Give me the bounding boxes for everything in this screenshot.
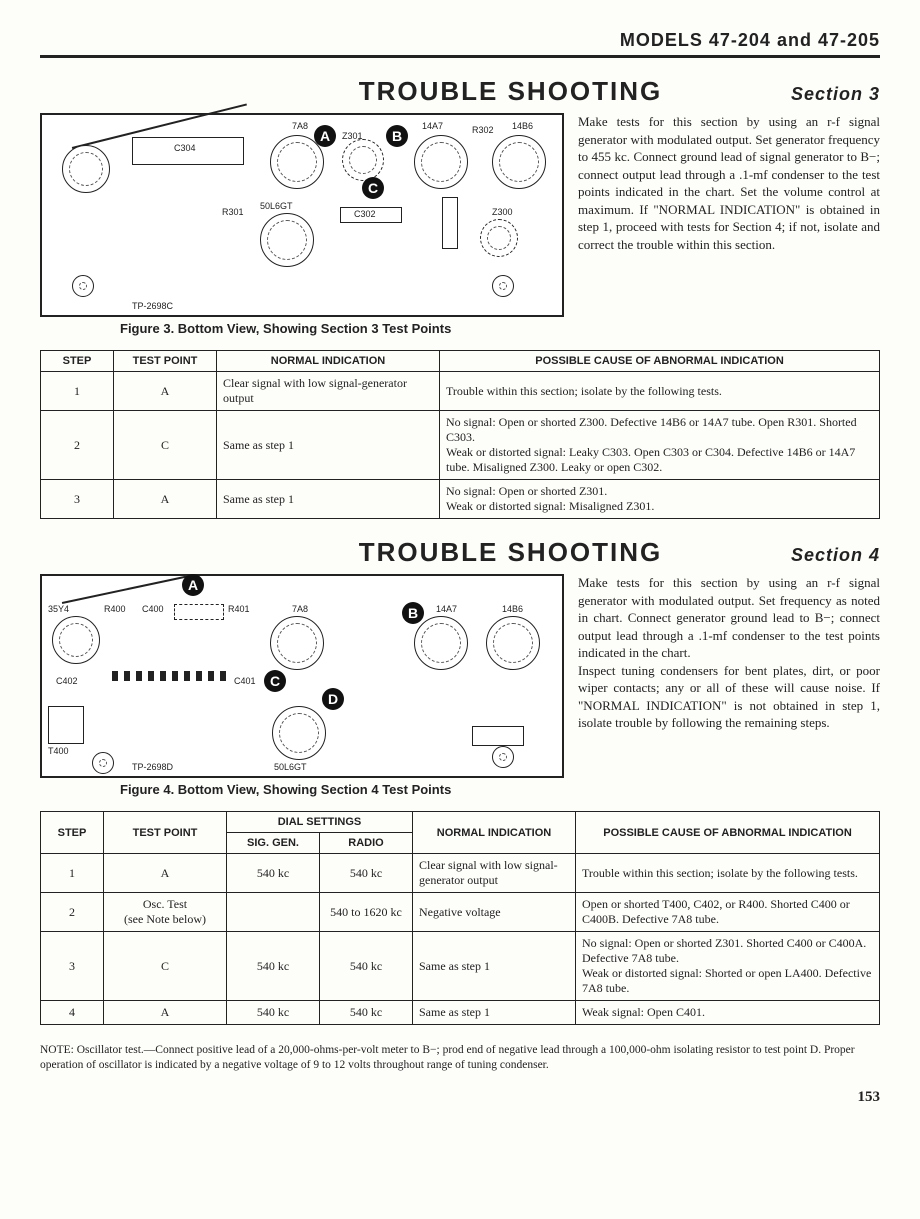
table-row: 4 A 540 kc 540 kc Same as step 1 Weak si… [41,1001,880,1025]
table-row: 3 A Same as step 1 No signal: Open or sh… [41,480,880,519]
section4-paragraph: Make tests for this section by using an … [578,574,880,807]
figure-3: C304 7A8 A Z301 B 14A7 R302 14B6 C R301 … [40,113,564,317]
figure-4: A 35Y4 R400 C400 R401 7A8 B 14A7 14B6 C4… [40,574,564,778]
testpoint-B: B [386,125,408,147]
testpoint-A4: A [182,574,204,596]
figure4-id: TP-2698D [132,762,173,772]
section3-title: TROUBLE SHOOTING [40,76,791,107]
section3-label: Section 3 [791,84,880,105]
header-rule [40,55,880,58]
th4-normal: NORMAL INDICATION [413,812,576,854]
th-normal: NORMAL INDICATION [217,351,440,372]
label-z300: Z300 [492,207,513,217]
testpoint-A: A [314,125,336,147]
th4-testpoint: TEST POINT [104,812,227,854]
label-t400: T400 [48,746,69,756]
label-r401: R401 [228,604,250,614]
label-7a8: 7A8 [292,121,308,131]
testpoint-B4: B [402,602,424,624]
label-c400: C400 [142,604,164,614]
th-step: STEP [41,351,114,372]
table-row: 3 C 540 kc 540 kc Same as step 1 No sign… [41,932,880,1001]
note-text: NOTE: Oscillator test.—Connect positive … [40,1043,880,1073]
section3-paragraph: Make tests for this section by using an … [578,113,880,346]
section3-heading: TROUBLE SHOOTING Section 3 [40,76,880,107]
th4-dial: DIAL SETTINGS [227,812,413,833]
label-35y4: 35Y4 [48,604,69,614]
section4-label: Section 4 [791,545,880,566]
figure3-caption: Figure 3. Bottom View, Showing Section 3… [120,321,564,336]
label-c302: C302 [354,209,376,219]
label-14a7-4: 14A7 [436,604,457,614]
table-row: 1 A 540 kc 540 kc Clear signal with low … [41,854,880,893]
testpoint-C4: C [264,670,286,692]
label-c402: C402 [56,676,78,686]
label-7a8-4: 7A8 [292,604,308,614]
th4-sig: SIG. GEN. [227,833,320,854]
th-cause: POSSIBLE CAUSE OF ABNORMAL INDICATION [440,351,880,372]
label-14b6: 14B6 [512,121,533,131]
label-50l6gt-4: 50L6GT [274,762,307,772]
figure3-id: TP-2698C [132,301,173,311]
section4-title: TROUBLE SHOOTING [40,537,791,568]
table-row: 1 A Clear signal with low signal-generat… [41,372,880,411]
label-14b6-4: 14B6 [502,604,523,614]
table-row: 2 Osc. Test (see Note below) 540 to 1620… [41,893,880,932]
th-testpoint: TEST POINT [114,351,217,372]
page-header: MODELS 47-204 and 47-205 [40,30,880,55]
section4-heading: TROUBLE SHOOTING Section 4 [40,537,880,568]
th4-step: STEP [41,812,104,854]
section4-table: STEP TEST POINT DIAL SETTINGS NORMAL IND… [40,811,880,1025]
label-c401: C401 [234,676,256,686]
table-row: 2 C Same as step 1 No signal: Open or sh… [41,411,880,480]
testpoint-C: C [362,177,384,199]
th4-radio: RADIO [320,833,413,854]
label-c304: C304 [174,143,196,153]
th4-cause: POSSIBLE CAUSE OF ABNORMAL INDICATION [576,812,880,854]
label-r400: R400 [104,604,126,614]
label-r302: R302 [472,125,494,135]
testpoint-D4: D [322,688,344,710]
label-14a7: 14A7 [422,121,443,131]
figure4-caption: Figure 4. Bottom View, Showing Section 4… [120,782,564,797]
page-number: 153 [40,1089,880,1106]
section3-table: STEP TEST POINT NORMAL INDICATION POSSIB… [40,350,880,519]
label-50l6gt: 50L6GT [260,201,293,211]
label-r301: R301 [222,207,244,217]
